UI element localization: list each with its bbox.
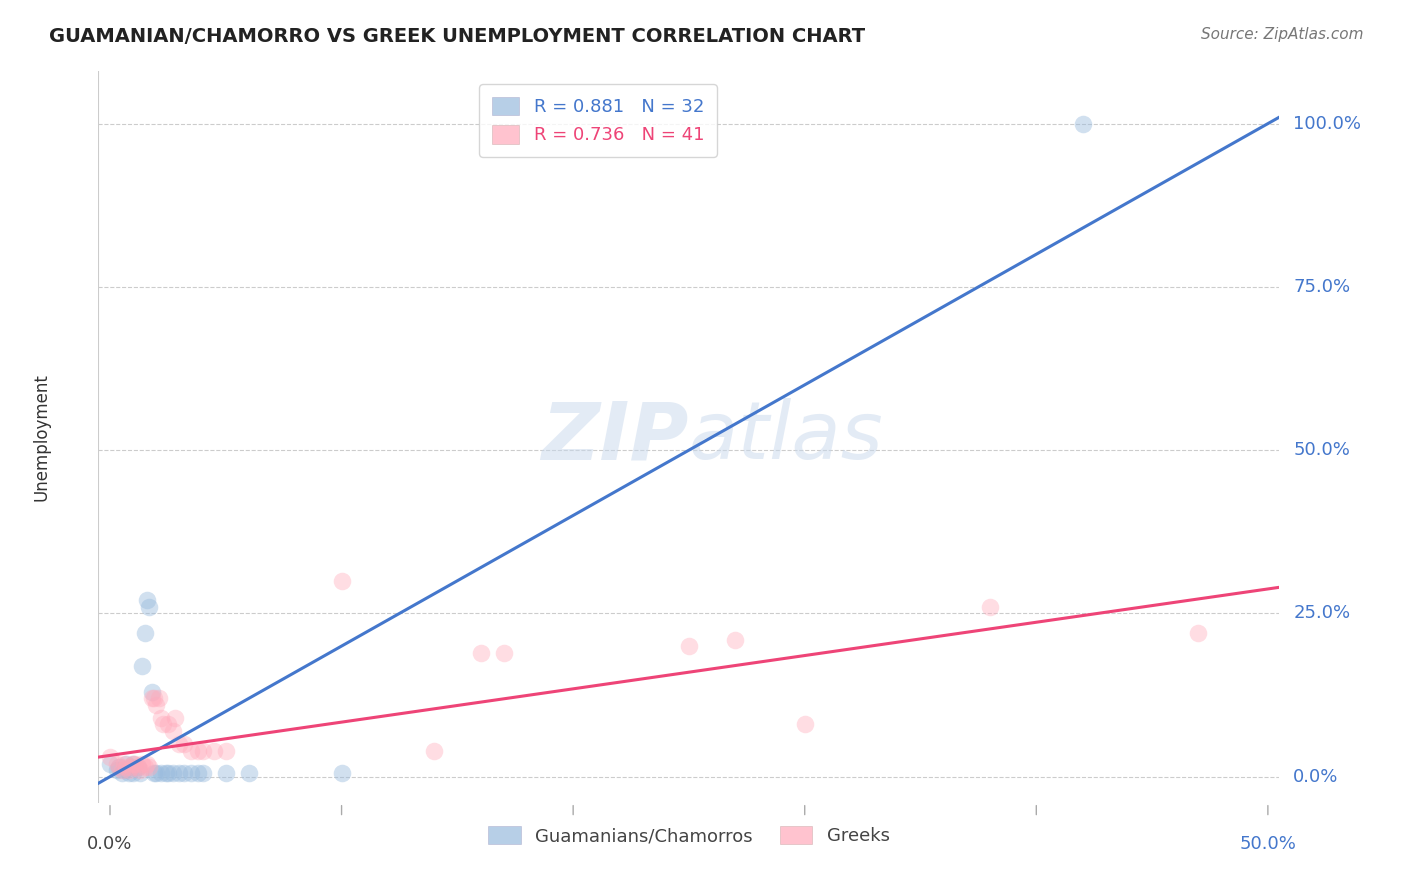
Point bbox=[122, 756, 145, 771]
Point bbox=[238, 766, 260, 780]
Text: Source: ZipAtlas.com: Source: ZipAtlas.com bbox=[1201, 27, 1364, 42]
Point bbox=[136, 756, 159, 771]
Point bbox=[149, 711, 172, 725]
Point bbox=[105, 756, 128, 771]
Point bbox=[115, 756, 138, 771]
Text: 25.0%: 25.0% bbox=[1294, 605, 1351, 623]
Point bbox=[215, 743, 238, 757]
Text: 50.0%: 50.0% bbox=[1240, 836, 1296, 854]
Text: 75.0%: 75.0% bbox=[1294, 278, 1351, 296]
Point bbox=[98, 756, 121, 771]
Point bbox=[180, 766, 202, 780]
Text: 100.0%: 100.0% bbox=[1294, 114, 1361, 133]
Point bbox=[134, 626, 156, 640]
Point bbox=[105, 763, 128, 777]
Point bbox=[136, 593, 159, 607]
Point bbox=[180, 743, 202, 757]
Point bbox=[423, 743, 446, 757]
Point bbox=[127, 760, 149, 774]
Point bbox=[145, 766, 167, 780]
Point bbox=[131, 756, 153, 771]
Point bbox=[120, 760, 142, 774]
Point bbox=[148, 691, 170, 706]
Point bbox=[724, 632, 747, 647]
Point bbox=[470, 646, 492, 660]
Point bbox=[108, 760, 131, 774]
Text: 0.0%: 0.0% bbox=[1294, 768, 1339, 786]
Text: atlas: atlas bbox=[689, 398, 884, 476]
Point bbox=[162, 723, 184, 738]
Point bbox=[122, 756, 145, 771]
Point bbox=[191, 743, 214, 757]
Point bbox=[129, 763, 152, 777]
Text: ZIP: ZIP bbox=[541, 398, 689, 476]
Point bbox=[330, 574, 353, 588]
Point bbox=[117, 763, 139, 777]
Point bbox=[163, 711, 186, 725]
Point bbox=[120, 760, 142, 774]
Point bbox=[112, 763, 135, 777]
Point bbox=[793, 717, 815, 731]
Point bbox=[187, 743, 209, 757]
Point bbox=[129, 766, 152, 780]
Point bbox=[131, 658, 153, 673]
Point bbox=[678, 639, 700, 653]
Point bbox=[141, 685, 163, 699]
Point bbox=[173, 737, 195, 751]
Point bbox=[156, 717, 179, 731]
Point bbox=[169, 737, 191, 751]
Point bbox=[134, 760, 156, 774]
Point bbox=[202, 743, 225, 757]
Point bbox=[115, 760, 138, 774]
Point bbox=[145, 698, 167, 712]
Point bbox=[169, 766, 191, 780]
Point bbox=[108, 760, 131, 774]
Point bbox=[122, 766, 145, 780]
Point bbox=[152, 717, 174, 731]
Legend: Guamanians/Chamorros, Greeks: Guamanians/Chamorros, Greeks bbox=[481, 819, 897, 852]
Point bbox=[492, 646, 515, 660]
Point bbox=[143, 691, 166, 706]
Point bbox=[187, 766, 209, 780]
Point bbox=[191, 766, 214, 780]
Point bbox=[112, 756, 135, 771]
Point bbox=[155, 766, 177, 780]
Point bbox=[127, 760, 149, 774]
Point bbox=[141, 691, 163, 706]
Point bbox=[1187, 626, 1209, 640]
Point bbox=[173, 766, 195, 780]
Point bbox=[149, 766, 172, 780]
Point bbox=[124, 756, 146, 771]
Point bbox=[1071, 117, 1094, 131]
Point bbox=[138, 760, 160, 774]
Point bbox=[138, 599, 160, 614]
Point bbox=[979, 599, 1001, 614]
Point bbox=[156, 766, 179, 780]
Point bbox=[330, 766, 353, 780]
Point bbox=[110, 766, 132, 780]
Text: 0.0%: 0.0% bbox=[87, 836, 132, 854]
Point bbox=[117, 766, 139, 780]
Point bbox=[98, 750, 121, 764]
Point bbox=[162, 766, 184, 780]
Point bbox=[110, 763, 132, 777]
Text: GUAMANIAN/CHAMORRO VS GREEK UNEMPLOYMENT CORRELATION CHART: GUAMANIAN/CHAMORRO VS GREEK UNEMPLOYMENT… bbox=[49, 27, 865, 45]
Text: Unemployment: Unemployment bbox=[32, 373, 51, 501]
Point bbox=[215, 766, 238, 780]
Text: 50.0%: 50.0% bbox=[1294, 442, 1350, 459]
Point bbox=[143, 766, 166, 780]
